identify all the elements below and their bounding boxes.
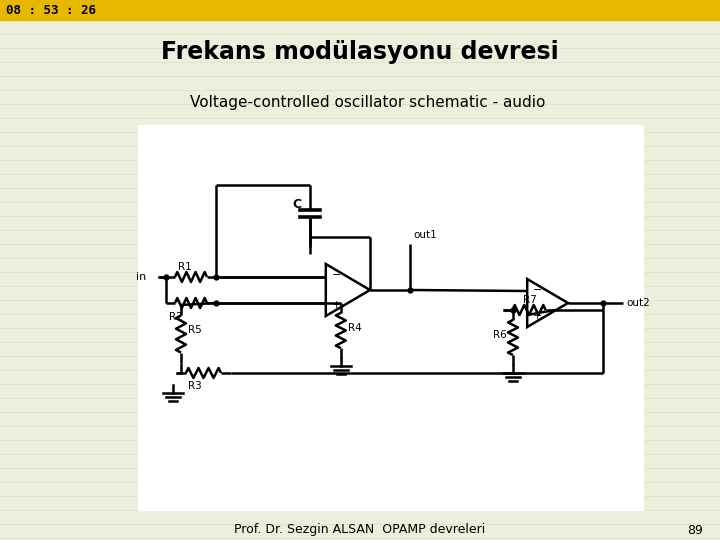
Text: out1: out1 <box>413 230 437 240</box>
Text: −: − <box>332 271 341 280</box>
Text: 89: 89 <box>687 523 703 537</box>
Bar <box>138 125 643 510</box>
Text: Prof. Dr. Sezgin ALSAN  OPAMP devreleri: Prof. Dr. Sezgin ALSAN OPAMP devreleri <box>235 523 485 537</box>
Text: R4: R4 <box>348 323 361 333</box>
Text: +: + <box>534 312 543 321</box>
Text: in: in <box>136 272 146 282</box>
Text: Frekans modülasyonu devresi: Frekans modülasyonu devresi <box>161 40 559 64</box>
Text: out2: out2 <box>626 298 649 308</box>
Text: Voltage-controlled oscillator schematic - audio: Voltage-controlled oscillator schematic … <box>190 96 545 111</box>
Text: R3: R3 <box>188 381 202 391</box>
Text: R1: R1 <box>178 262 192 272</box>
Text: R6: R6 <box>493 330 507 340</box>
Text: C: C <box>292 198 301 211</box>
Text: 08 : 53 : 26: 08 : 53 : 26 <box>6 3 96 17</box>
Text: +: + <box>332 300 341 309</box>
Bar <box>0 0 720 20</box>
Text: R5: R5 <box>188 325 202 335</box>
Text: R7: R7 <box>523 295 536 305</box>
Text: −: − <box>534 285 543 294</box>
Text: R2: R2 <box>169 312 183 322</box>
